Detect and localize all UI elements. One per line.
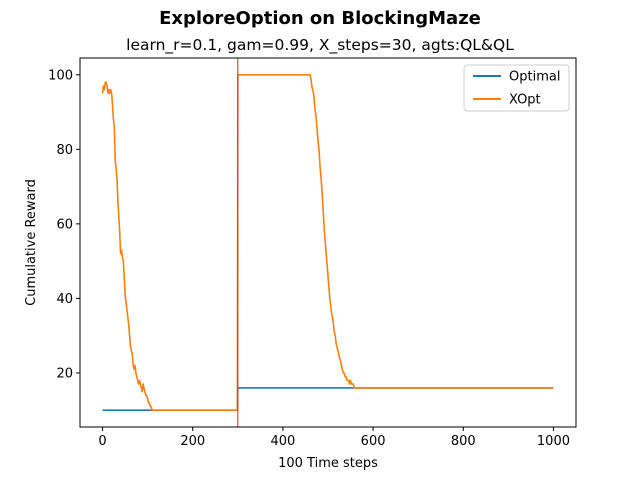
legend-label-optimal: Optimal [509,70,560,85]
y-tick-label: 40 [56,292,73,307]
series-line-optimal [102,387,554,412]
chart-subtitle: learn_r=0.1, gam=0.99, X_steps=30, agts:… [126,36,514,55]
legend-label-xopt: XOpt [509,93,541,108]
y-axis: 20 40 60 80 100 [48,68,80,381]
y-axis-label: Cumulative Reward [24,179,39,306]
y-tick-label: 60 [56,217,73,232]
y-tick-label: 80 [56,143,73,158]
plot-frame [79,57,577,428]
x-tick-label: 600 [361,434,386,449]
x-tick-label: 800 [451,434,476,449]
series-line-xopt [101,74,554,412]
x-tick-label: 0 [98,434,106,449]
x-tick-label: 200 [180,434,205,449]
plot-lines [101,58,554,427]
x-tick-label: 1000 [537,434,570,449]
legend: Optimal XOpt [463,64,570,112]
x-axis: 0 200 400 600 800 1000 [98,427,570,449]
y-tick-label: 100 [48,68,73,83]
y-tick-label: 20 [56,366,73,381]
x-axis-label: 100 Time steps [278,456,378,471]
x-tick-label: 400 [270,434,295,449]
chart-title: ExploreOption on BlockingMaze [159,8,481,29]
